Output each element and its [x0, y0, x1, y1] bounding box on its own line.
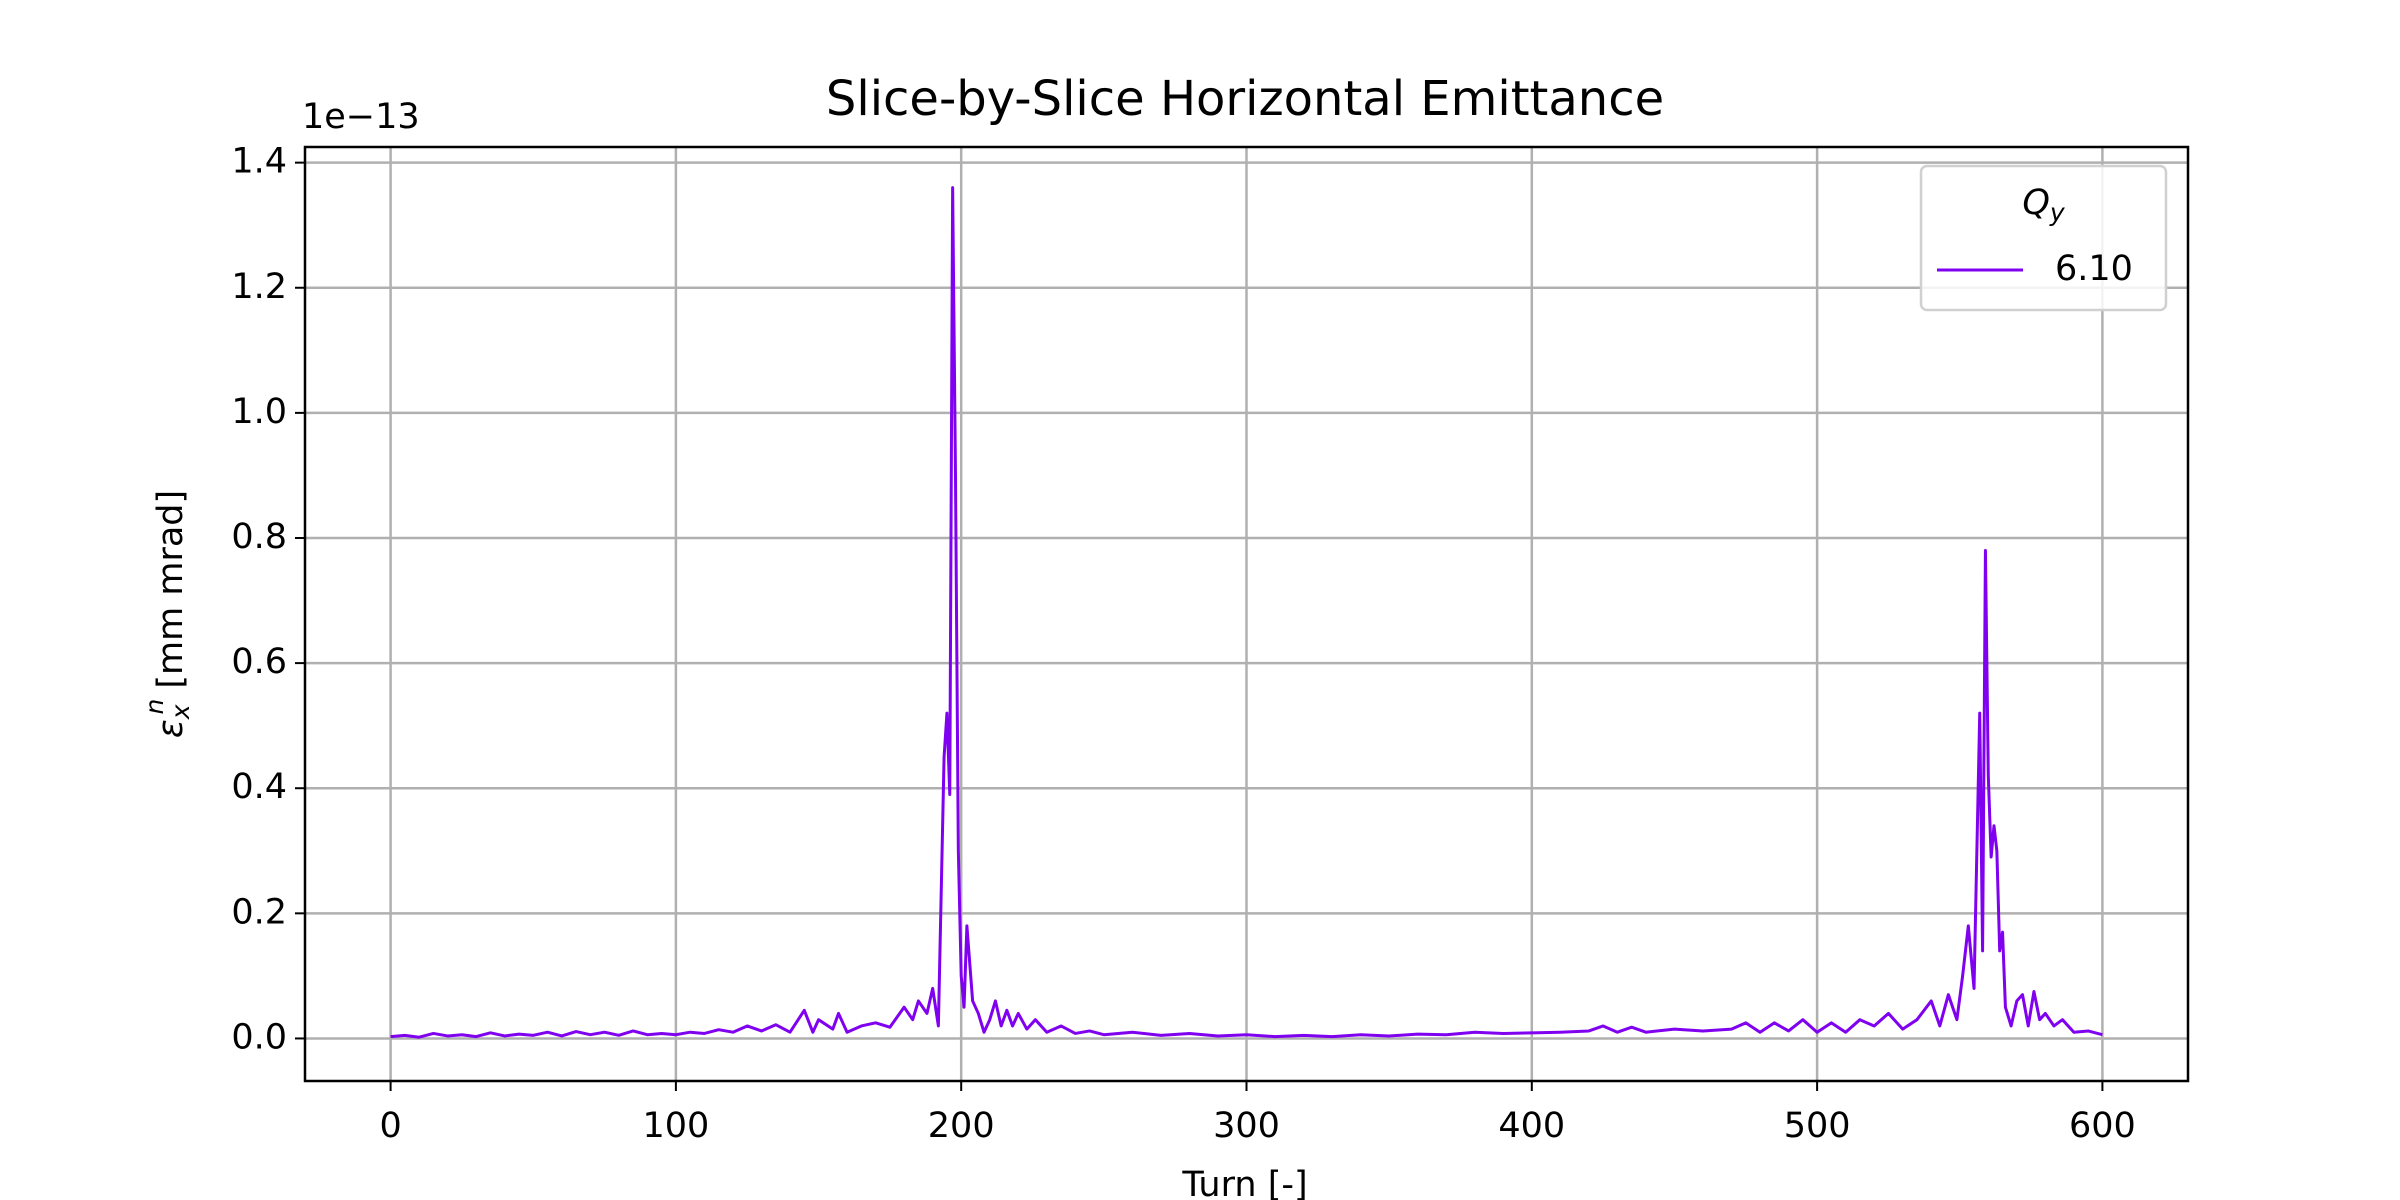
x-tick-label: 400 — [1498, 1106, 1565, 1146]
y-label-sub: x — [166, 704, 195, 720]
y-tick-label: 0.6 — [231, 642, 287, 682]
y-label-unit: [mm mrad] — [151, 490, 191, 689]
plot-area — [305, 147, 2188, 1081]
legend-title-base: Q — [2022, 183, 2050, 223]
y-tick-label: 0.2 — [231, 892, 287, 932]
x-tick-label: 500 — [1784, 1106, 1851, 1146]
x-tick-label: 0 — [379, 1106, 401, 1146]
x-tick-label: 200 — [928, 1106, 995, 1146]
x-tick-label: 100 — [642, 1106, 709, 1146]
y-tick-label: 0.8 — [231, 517, 287, 557]
legend-box — [1919, 164, 2168, 312]
y-label-sup: n — [140, 699, 169, 715]
legend-label: 6.10 — [2055, 249, 2133, 289]
y-tick-label: 1.4 — [231, 142, 287, 182]
chart-title: Slice-by-Slice Horizontal Emittance — [826, 71, 1664, 127]
x-tick-label: 300 — [1213, 1106, 1280, 1146]
legend-title: Qy — [2022, 183, 2066, 227]
y-offset-label: 1e−13 — [302, 97, 420, 137]
y-tick-label: 1.0 — [231, 392, 287, 432]
y-label-symbol: ε — [151, 719, 191, 738]
y-tick-label: 1.2 — [231, 267, 287, 307]
legend-title-sub: y — [2049, 198, 2066, 227]
data-line — [390, 186, 2103, 1039]
x-axis-label: Turn [-] — [1181, 1165, 1307, 1200]
x-tick-label: 600 — [2069, 1106, 2136, 1146]
y-tick-label: 0.4 — [231, 767, 287, 807]
y-axis-label: εxn [mm mrad] — [140, 490, 195, 738]
y-tick-label: 0.0 — [231, 1017, 287, 1057]
